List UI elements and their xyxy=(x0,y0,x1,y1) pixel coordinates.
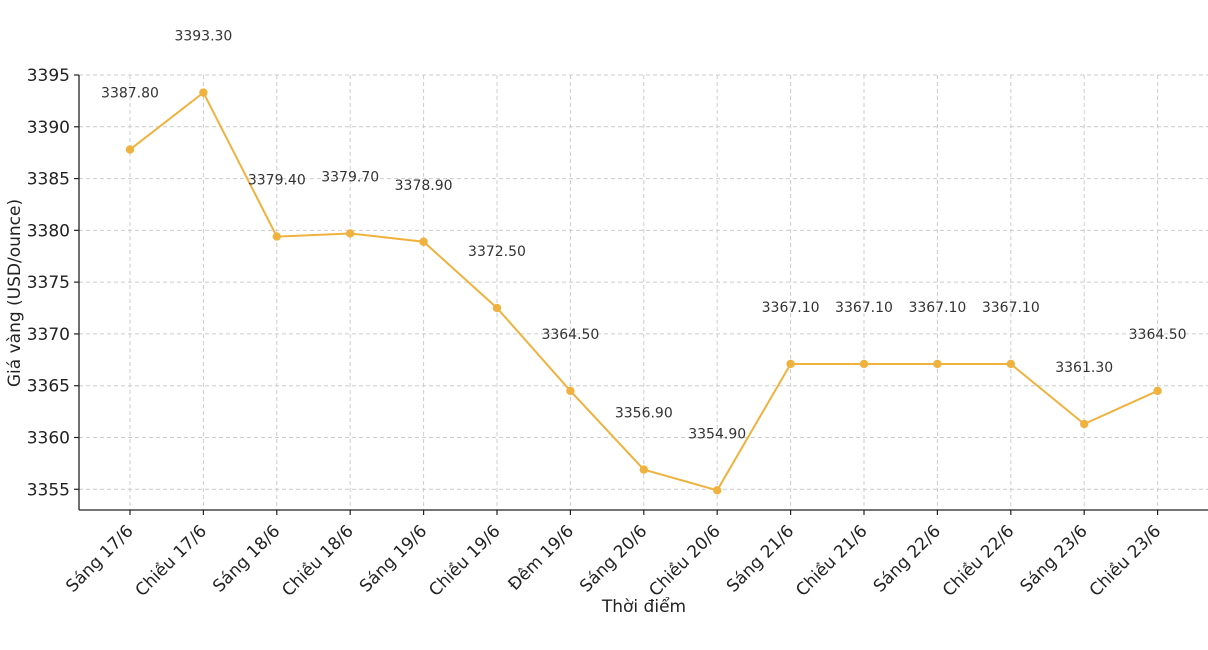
x-tick-label: Chiều 19/6 xyxy=(424,521,504,601)
x-tick-label: Sáng 18/6 xyxy=(209,521,284,596)
data-point xyxy=(1153,386,1162,396)
data-label: 3372.50 xyxy=(468,244,526,260)
data-label: 3367.10 xyxy=(982,300,1040,316)
data-point xyxy=(199,88,208,97)
data-label: 3356.90 xyxy=(615,406,673,422)
grid xyxy=(79,74,1208,510)
x-tick-label: Chiều 22/6 xyxy=(938,521,1018,601)
y-tick-label: 3385 xyxy=(27,170,70,190)
data-point xyxy=(933,359,942,369)
x-tick-label: Chiều 20/6 xyxy=(645,521,725,601)
x-tick-label: Chiều 17/6 xyxy=(131,521,211,601)
x-tick-label: Sáng 21/6 xyxy=(723,521,798,596)
x-tick-label: Sáng 22/6 xyxy=(870,521,945,596)
y-tick-label: 3380 xyxy=(27,221,70,241)
x-tick-label: Chiều 18/6 xyxy=(278,521,358,601)
data-label: 3354.90 xyxy=(688,426,746,442)
data-label: 3364.50 xyxy=(541,327,599,343)
x-tick-label: Sáng 19/6 xyxy=(356,521,431,596)
data-point xyxy=(786,359,795,369)
y-tick-label: 3395 xyxy=(27,66,70,86)
data-point xyxy=(492,303,502,313)
y-tick-label: 3365 xyxy=(27,377,70,397)
data-point xyxy=(1080,419,1089,429)
x-axis-title: Thời điểm xyxy=(601,596,686,617)
data-point xyxy=(639,465,648,474)
data-label: 3364.50 xyxy=(1129,327,1187,343)
data-point xyxy=(713,486,722,495)
y-tick-label: 3370 xyxy=(27,325,70,345)
data-label: 3361.30 xyxy=(1055,360,1113,376)
data-label: 3393.30 xyxy=(174,29,232,45)
data-point xyxy=(272,232,281,241)
data-points xyxy=(125,88,1162,495)
data-point xyxy=(419,237,428,246)
x-tick-label: Sáng 20/6 xyxy=(576,521,651,596)
data-point xyxy=(859,359,869,369)
x-tick-label: Chiều 23/6 xyxy=(1085,521,1165,601)
data-point xyxy=(566,386,575,396)
x-tick-label: Sáng 17/6 xyxy=(62,521,137,596)
data-point xyxy=(1006,359,1015,369)
x-tick-label: Đêm 19/6 xyxy=(505,521,578,594)
data-labels: 3387.80 3393.30 3379.40 3379.70 3378.90 3372.… xyxy=(101,29,1187,443)
data-point xyxy=(346,229,355,238)
data-label: 3367.10 xyxy=(762,300,820,316)
data-label: 3379.70 xyxy=(321,169,379,185)
data-label: 3387.80 xyxy=(101,86,159,102)
y-tick-label: 3360 xyxy=(27,429,70,449)
data-point xyxy=(125,145,135,154)
y-axis-title: Giá vàng (USD/ounce) xyxy=(5,199,25,387)
data-label: 3378.90 xyxy=(395,178,453,194)
y-tick-label: 3390 xyxy=(27,118,70,138)
y-tick-label: 3375 xyxy=(27,273,70,293)
data-label: 3367.10 xyxy=(835,300,893,316)
y-tick-label: 3355 xyxy=(27,480,70,500)
data-label: 3367.10 xyxy=(908,300,966,316)
x-tick-label: Sáng 23/6 xyxy=(1017,521,1092,596)
x-tick-label: Chiều 21/6 xyxy=(791,521,871,601)
data-label: 3379.40 xyxy=(248,173,306,189)
y-ticks: 3355 3360 3365 3370 3375 3380 3385 3390 3395 xyxy=(27,66,79,500)
